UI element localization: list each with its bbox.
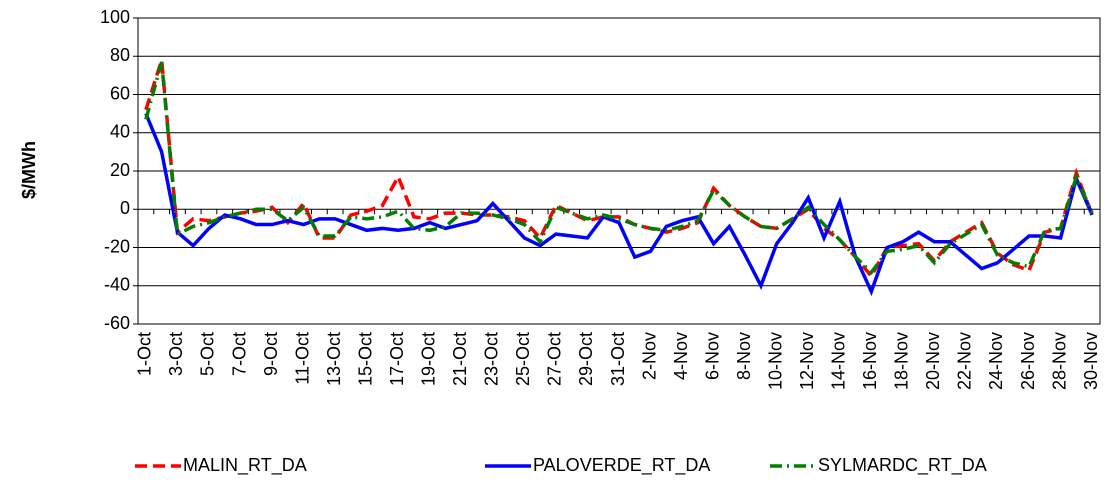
legend-label: SYLMARDC_RT_DA [818, 455, 987, 476]
x-tick-label: 17-Oct [387, 332, 407, 386]
series-line [144, 112, 1094, 297]
x-tick-label: 3-Oct [166, 332, 186, 376]
y-tick-label: 20 [110, 160, 130, 180]
y-tick-label: -60 [104, 313, 130, 333]
x-tick-label: 26-Nov [1018, 332, 1038, 390]
x-tick-label: 7-Oct [229, 332, 249, 376]
x-tick-label: 20-Nov [923, 332, 943, 390]
y-tick-label: 0 [120, 198, 130, 218]
y-tick-label: 60 [110, 83, 130, 103]
x-tick-label: 25-Oct [513, 332, 533, 386]
x-tick-label: 22-Nov [955, 332, 975, 390]
x-tick-label: 29-Oct [576, 332, 596, 386]
x-tick-label: 28-Nov [1049, 332, 1069, 390]
x-tick-label: 19-Oct [419, 332, 439, 386]
x-tick-label: 10-Nov [765, 332, 785, 390]
legend-label: PALOVERDE_RT_DA [533, 455, 710, 476]
x-tick-label: 12-Nov [797, 332, 817, 390]
x-tick-label: 21-Oct [450, 332, 470, 386]
x-tick-label: 15-Oct [355, 332, 375, 386]
x-tick-label: 23-Oct [482, 332, 502, 386]
y-axis-label: $/MWh [19, 141, 39, 199]
y-tick-label: -40 [104, 275, 130, 295]
x-tick-label: 31-Oct [608, 332, 628, 386]
plot-area [137, 17, 1101, 325]
series-line [144, 61, 1094, 276]
x-tick-label: 14-Nov [829, 332, 849, 390]
x-tick-label: 4-Nov [671, 332, 691, 380]
x-tick-label: 6-Nov [702, 332, 722, 380]
y-tick-label: 80 [110, 45, 130, 65]
x-tick-label: 2-Nov [639, 332, 659, 380]
x-tick-label: 1-Oct [135, 332, 155, 376]
x-tick-label: 30-Nov [1081, 332, 1101, 390]
y-tick-label: -20 [104, 236, 130, 256]
x-tick-label: 8-Nov [734, 332, 754, 380]
legend-label: MALIN_RT_DA [183, 455, 307, 476]
x-tick-label: 9-Oct [261, 332, 281, 376]
y-tick-label: 100 [100, 7, 130, 27]
x-tick-label: 24-Nov [986, 332, 1006, 390]
x-tick-label: 13-Oct [324, 332, 344, 386]
x-tick-label: 11-Oct [292, 332, 312, 385]
x-tick-label: 5-Oct [198, 332, 218, 376]
x-tick-label: 27-Oct [545, 332, 565, 386]
y-tick-label: 40 [110, 122, 130, 142]
x-tick-label: 18-Nov [892, 332, 912, 390]
x-tick-label: 16-Nov [860, 332, 880, 390]
